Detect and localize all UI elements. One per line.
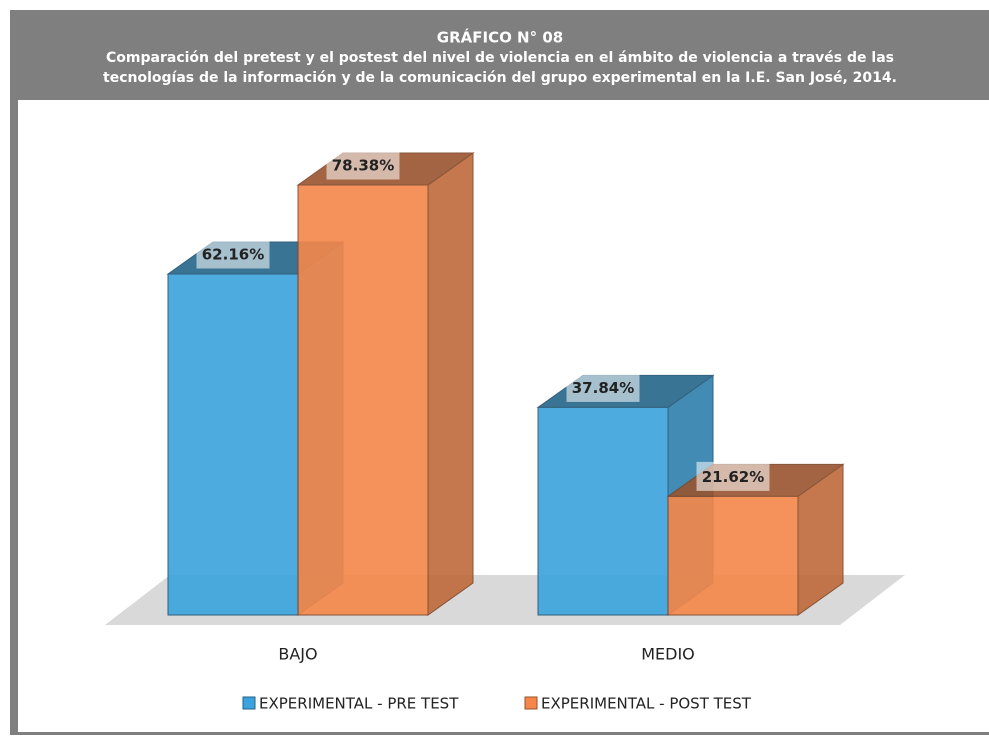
value-label-box bbox=[326, 150, 400, 180]
value-label: 78.38% bbox=[332, 157, 394, 175]
value-label: 21.62% bbox=[702, 468, 764, 486]
value-label: 62.16% bbox=[202, 245, 264, 263]
legend-label: EXPERIMENTAL - POST TEST bbox=[541, 695, 752, 713]
bar-side bbox=[427, 152, 474, 616]
value-label-box bbox=[566, 372, 640, 402]
bar-front bbox=[537, 406, 669, 616]
chart-subtitle: Comparación del pretest y el postest del… bbox=[106, 50, 894, 66]
x-tick-label: BAJO bbox=[278, 645, 317, 664]
left-border bbox=[10, 100, 18, 734]
value-label-box bbox=[196, 239, 270, 269]
bar-front bbox=[297, 184, 429, 616]
bar bbox=[666, 463, 845, 616]
value-label-box bbox=[696, 461, 770, 491]
chart-subtitle: tecnologías de la información y de la co… bbox=[103, 70, 897, 86]
bottom-border bbox=[10, 732, 989, 735]
legend-swatch bbox=[524, 696, 538, 710]
bar bbox=[296, 152, 475, 616]
value-label: 37.84% bbox=[572, 379, 634, 397]
legend-swatch bbox=[242, 696, 256, 710]
bar-front bbox=[667, 495, 799, 616]
bar-front bbox=[167, 273, 299, 616]
legend-label: EXPERIMENTAL - PRE TEST bbox=[259, 695, 459, 713]
x-tick-label: MEDIO bbox=[641, 645, 695, 664]
header-band bbox=[10, 10, 989, 100]
chart-title: GRÁFICO N° 08 bbox=[437, 28, 563, 47]
